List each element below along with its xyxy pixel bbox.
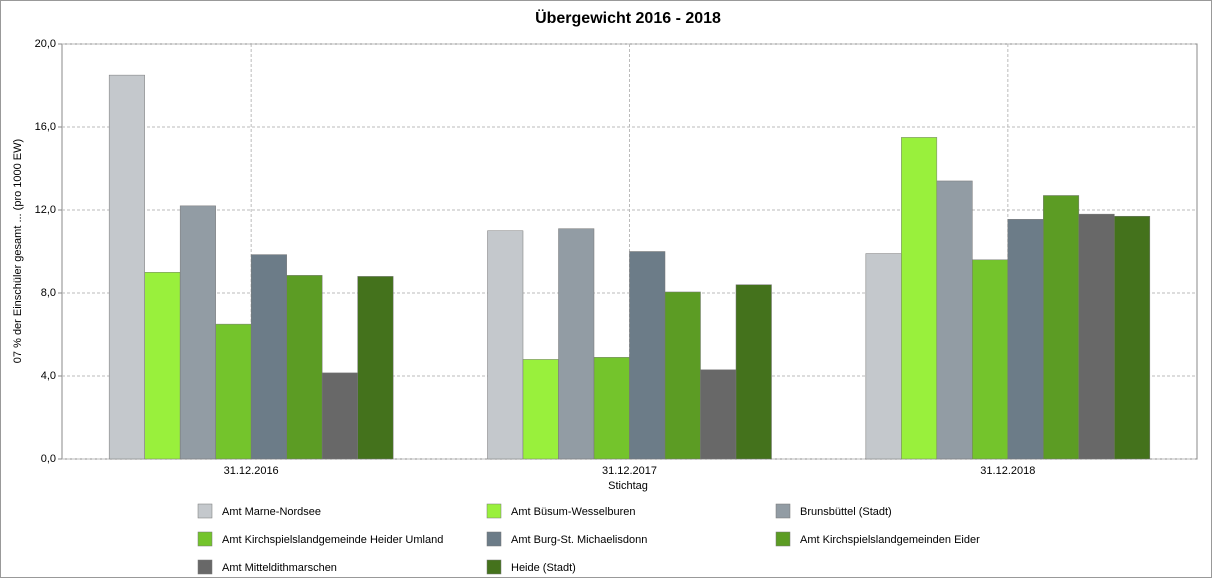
y-axis-label: 07 % der Einschüler gesamt ... (pro 1000… <box>12 139 24 363</box>
bar <box>250 254 287 460</box>
bar <box>629 251 666 460</box>
bar <box>487 230 524 460</box>
bar <box>286 275 323 460</box>
bar <box>972 259 1009 460</box>
bar <box>735 284 772 460</box>
bar <box>936 180 973 460</box>
legend-swatch <box>486 531 502 547</box>
y-tick-label: 16,0 <box>35 121 56 133</box>
legend-swatch <box>197 531 213 547</box>
legend-label: Amt Kirchspielslandgemeinde Heider Umlan… <box>222 534 443 546</box>
y-tick-label: 4,0 <box>41 370 56 382</box>
bar <box>179 205 216 460</box>
bar <box>1114 215 1151 460</box>
bar <box>108 74 145 460</box>
bar <box>215 323 252 460</box>
legend-swatch <box>486 503 502 519</box>
y-tick-label: 8,0 <box>41 287 56 299</box>
legend-label: Amt Burg-St. Michaelisdonn <box>511 534 647 546</box>
legend-label: Amt Kirchspielslandgemeinden Eider <box>800 534 980 546</box>
bar <box>357 276 394 460</box>
legend-label: Amt Büsum-Wesselburen <box>511 506 636 518</box>
x-axis-label: Stichtag <box>608 480 648 492</box>
bar <box>144 272 181 460</box>
legend-swatch <box>775 531 791 547</box>
bar <box>558 228 595 460</box>
legend-label: Amt Marne-Nordsee <box>222 506 321 518</box>
bar <box>593 357 630 460</box>
bar <box>664 291 701 460</box>
legend-swatch <box>197 559 213 575</box>
legend-label: Heide (Stadt) <box>511 562 576 574</box>
y-tick-label: 20,0 <box>35 38 56 50</box>
legend-swatch <box>775 503 791 519</box>
chart-title: Übergewicht 2016 - 2018 <box>535 8 721 27</box>
legend-swatch <box>197 503 213 519</box>
legend-label: Amt Mitteldithmarschen <box>222 562 337 574</box>
bar <box>321 372 358 460</box>
x-tick-label: 31.12.2018 <box>980 465 1035 477</box>
bar <box>1078 213 1115 460</box>
legend-swatch <box>486 559 502 575</box>
bar <box>700 369 737 460</box>
bar <box>1043 195 1080 460</box>
x-tick-label: 31.12.2017 <box>602 465 657 477</box>
bar <box>865 253 902 460</box>
bar <box>522 359 559 460</box>
y-tick-label: 0,0 <box>41 453 56 465</box>
bar <box>901 137 938 460</box>
x-tick-label: 31.12.2016 <box>224 465 279 477</box>
bar <box>1007 219 1044 460</box>
legend-label: Brunsbüttel (Stadt) <box>800 506 892 518</box>
y-tick-label: 12,0 <box>35 204 56 216</box>
